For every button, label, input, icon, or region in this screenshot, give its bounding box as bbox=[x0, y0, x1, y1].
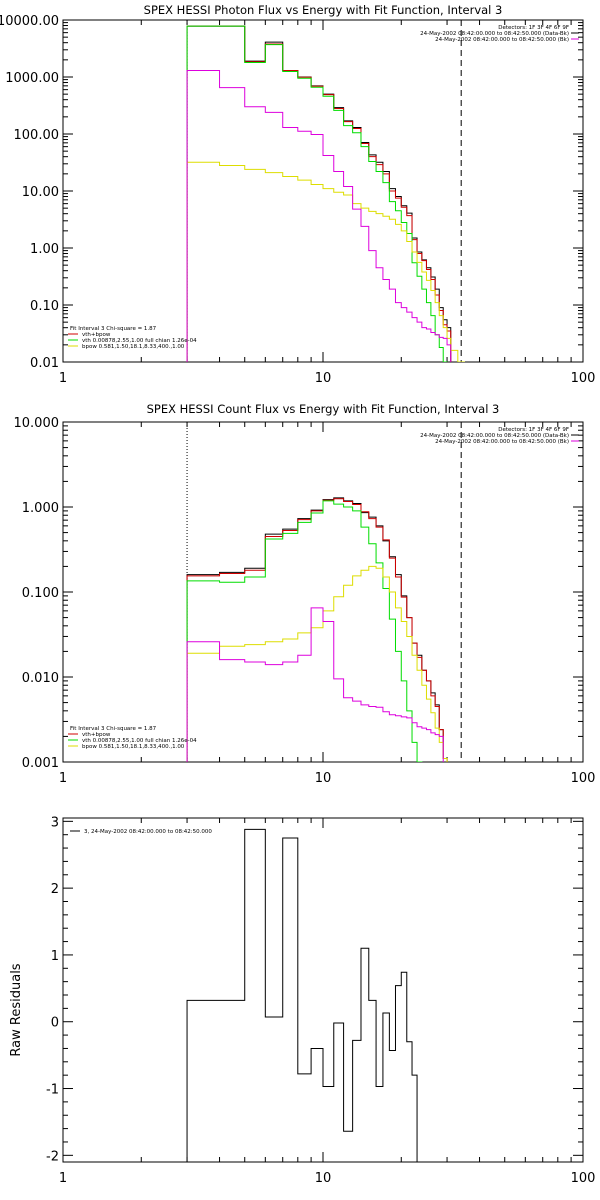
y-tick-label: 3 bbox=[51, 815, 59, 830]
info-line-1: Detectors: 1F 3F 4F 6F 9F bbox=[498, 25, 569, 31]
series-line-vth-bpow bbox=[186, 25, 452, 362]
legend-entry-2: vth+bpow bbox=[82, 732, 111, 738]
y-tick-label: 10000.00 bbox=[0, 14, 59, 29]
y-tick-label: 0.100 bbox=[22, 586, 59, 601]
plot-frame bbox=[62, 19, 584, 363]
series-line-vth bbox=[186, 25, 448, 362]
series-line-residuals bbox=[186, 828, 418, 1162]
legend-entry-2: vth+bpow bbox=[82, 332, 111, 338]
y-tick-label: 0.001 bbox=[22, 756, 59, 771]
info-line-2: 24-May-2002 08:42:00.000 to 08:42:50.000… bbox=[420, 31, 569, 37]
x-tick-label: 1 bbox=[59, 371, 67, 386]
legend-entry-1: Fit Interval 3 Chi-square = 1.87 bbox=[70, 726, 157, 732]
info-line-3: 24-May-2002 08:42:00.000 to 08:42:50.000… bbox=[435, 439, 569, 445]
y-tick-label: 1000.00 bbox=[5, 71, 59, 86]
y-tick-label: 0 bbox=[51, 1016, 59, 1031]
x-tick-label: 100 bbox=[571, 771, 596, 786]
x-tick-label: 1 bbox=[59, 771, 67, 786]
info-line-3: 24-May-2002 08:42:00.000 to 08:42:50.000… bbox=[435, 37, 569, 43]
x-tick-label: 10 bbox=[315, 371, 332, 386]
series-line-data bbox=[186, 25, 452, 362]
series-line-vth bbox=[186, 500, 423, 762]
y-axis-label: Raw Residuals bbox=[9, 963, 24, 1056]
series-line-bpow bbox=[186, 161, 465, 362]
y-tick-label: 1.00 bbox=[30, 242, 59, 257]
plot-frame bbox=[62, 421, 584, 763]
y-tick-label: 0.10 bbox=[30, 299, 59, 314]
y-tick-label: 0.010 bbox=[22, 671, 59, 686]
info-line-1: Detectors: 1F 3F 4F 6F 9F bbox=[498, 427, 569, 433]
legend-entry-3: vth 0.00878,2.55,1.00 full chian 1.26e-0… bbox=[82, 738, 197, 744]
series-line-background bbox=[186, 70, 452, 362]
x-tick-label: 100 bbox=[571, 1171, 596, 1186]
y-tick-label: 10.000 bbox=[14, 416, 60, 431]
series-group bbox=[186, 497, 448, 762]
legend-entry-4: bpow 0.581,1.50,18.1,8.33,400.,1.00 bbox=[82, 344, 185, 350]
plot-frame bbox=[62, 817, 584, 1163]
legend-entry-1: 3, 24-May-2002 08:42:00.000 to 08:42:50.… bbox=[84, 829, 212, 835]
series-line-vth-bpow bbox=[186, 498, 448, 762]
y-tick-label: -1 bbox=[46, 1083, 59, 1098]
y-tick-label: -2 bbox=[46, 1149, 59, 1164]
y-tick-label: 10.00 bbox=[22, 185, 59, 200]
info-line-2: 24-May-2002 08:42:00.000 to 08:42:50.000… bbox=[420, 433, 569, 439]
y-tick-label: 1 bbox=[51, 949, 59, 964]
x-tick-label: 1 bbox=[59, 1171, 67, 1186]
series-line-bpow bbox=[186, 565, 448, 762]
x-tick-label: 100 bbox=[571, 371, 596, 386]
y-tick-label: 2 bbox=[51, 882, 59, 897]
series-line-background bbox=[186, 607, 444, 762]
chart-panel-2: SPEX HESSI Count Flux vs Energy with Fit… bbox=[14, 402, 596, 786]
chart-panel-3: 1 10 100 -2 -1 0 1 2 3 Raw Residuals 3, 24-May-200… bbox=[9, 815, 595, 1186]
y-tick-label: 100.00 bbox=[14, 128, 60, 143]
x-tick-label: 10 bbox=[315, 771, 332, 786]
y-tick-label: 0.01 bbox=[30, 356, 59, 371]
y-tick-label: 1.000 bbox=[22, 501, 59, 516]
legend-entry-3: vth 0.00878,2.55,1.00 full chian 1.26e-0… bbox=[82, 338, 197, 344]
x-tick-label: 10 bbox=[315, 1171, 332, 1186]
series-group bbox=[186, 828, 418, 1162]
legend-entry-4: bpow 0.581,1.50,18.1,8.33,400.,1.00 bbox=[82, 744, 185, 750]
series-group bbox=[186, 25, 465, 362]
chart-title: SPEX HESSI Photon Flux vs Energy with Fi… bbox=[144, 3, 503, 17]
chart-panel-1: SPEX HESSI Photon Flux vs Energy with Fi… bbox=[0, 3, 595, 386]
series-line-data bbox=[186, 497, 448, 762]
chart-title: SPEX HESSI Count Flux vs Energy with Fit… bbox=[147, 402, 500, 416]
legend-entry-1: Fit Interval 3 Chi-square = 1.87 bbox=[70, 326, 157, 332]
